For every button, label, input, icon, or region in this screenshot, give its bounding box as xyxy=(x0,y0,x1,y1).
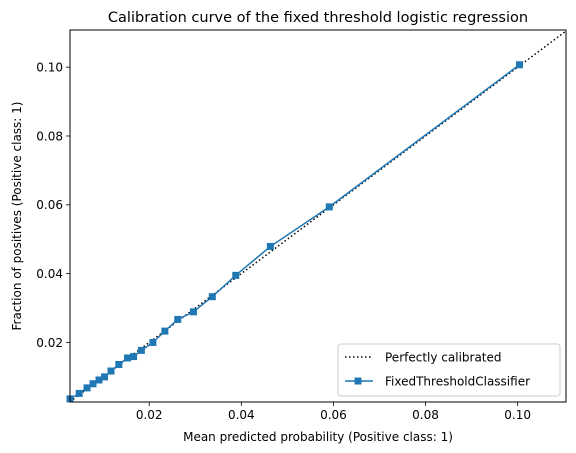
calibration-point xyxy=(174,315,182,323)
calibration-point xyxy=(75,389,83,397)
calibration-point xyxy=(325,203,333,211)
y-axis-label: Fraction of positives (Positive class: 1… xyxy=(10,102,24,331)
legend-marker-classifier xyxy=(354,377,362,385)
calibration-point xyxy=(161,327,169,335)
y-tick-label: 0.08 xyxy=(36,129,63,143)
calibration-point xyxy=(137,346,145,354)
plot-area xyxy=(66,29,567,403)
calibration-point xyxy=(95,376,103,384)
x-tick-label: 0.04 xyxy=(228,408,255,422)
legend-box xyxy=(337,343,561,397)
x-tick-label: 0.02 xyxy=(136,408,163,422)
x-axis-label: Mean predicted probability (Positive cla… xyxy=(183,430,453,444)
calibration-point xyxy=(101,373,109,381)
legend-label-perfect: Perfectly calibrated xyxy=(385,351,502,365)
calibration-point xyxy=(83,384,91,392)
calibration-point xyxy=(124,354,132,362)
y-tick-label: 0.06 xyxy=(36,198,63,212)
calibration-point xyxy=(149,338,157,346)
calibration-point xyxy=(208,293,216,301)
calibration-point xyxy=(130,353,138,361)
calibration-point xyxy=(515,61,523,69)
x-tick-label: 0.10 xyxy=(504,408,531,422)
x-axis: 0.02 0.04 0.06 0.08 0.10 xyxy=(136,402,531,422)
calibration-point xyxy=(189,308,197,316)
y-tick-label: 0.02 xyxy=(36,336,63,350)
y-axis: 0.02 0.04 0.06 0.08 0.10 xyxy=(36,60,70,350)
chart-title: Calibration curve of the fixed threshold… xyxy=(108,10,528,26)
x-tick-label: 0.08 xyxy=(412,408,439,422)
calibration-point xyxy=(115,360,123,368)
calibration-point xyxy=(266,242,274,250)
calibration-point xyxy=(89,380,97,388)
calibration-point xyxy=(232,271,240,279)
plot-frame xyxy=(69,29,567,403)
y-tick-label: 0.04 xyxy=(36,267,63,281)
x-tick-label: 0.06 xyxy=(320,408,347,422)
calibration-point xyxy=(107,367,115,375)
legend-label-classifier: FixedThresholdClassifier xyxy=(385,375,530,389)
y-tick-label: 0.10 xyxy=(36,60,63,74)
perfect-calibration-line xyxy=(70,30,566,402)
legend: Perfectly calibrated FixedThresholdClass… xyxy=(337,343,561,397)
